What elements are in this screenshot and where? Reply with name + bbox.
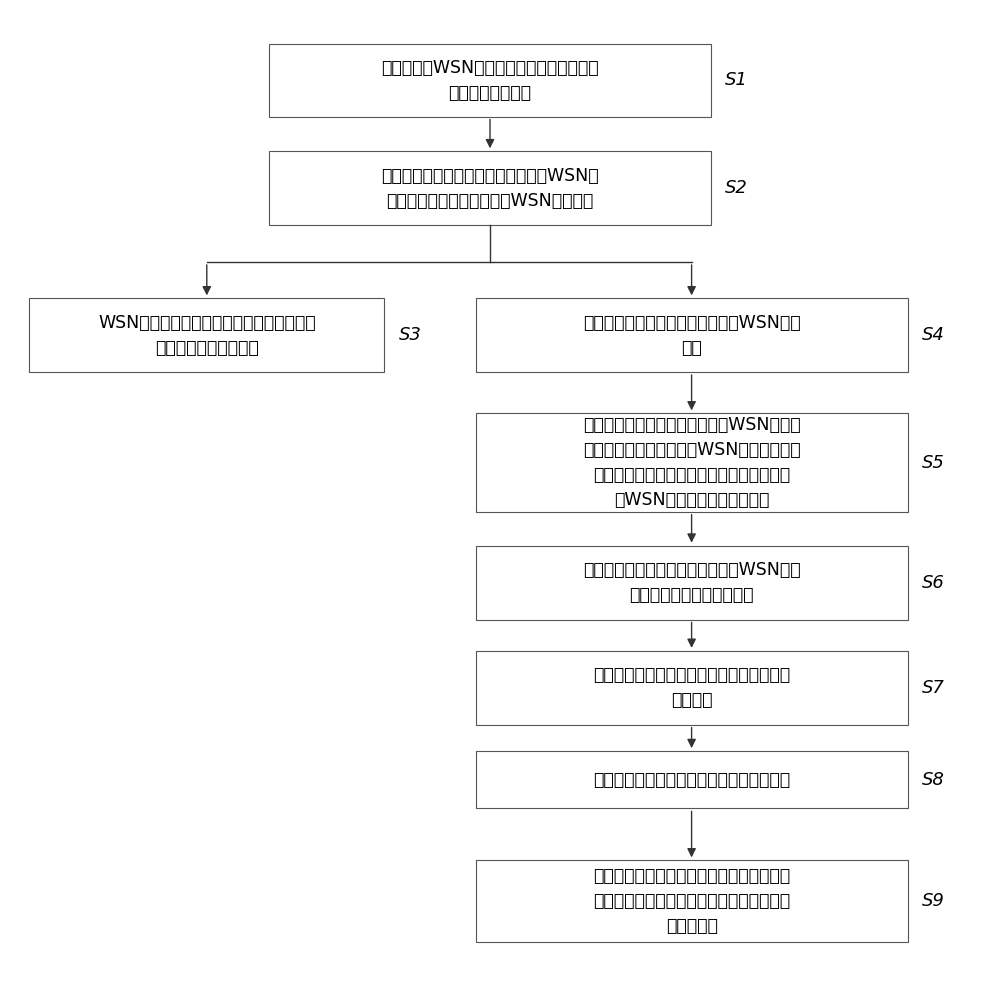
Text: S8: S8	[922, 771, 945, 789]
Bar	[476, 545, 908, 620]
Bar	[476, 860, 908, 943]
Text: 在便携式信息采集终端选取分区进行农事农
情的记录: 在便携式信息采集终端选取分区进行农事农 情的记录	[593, 666, 790, 709]
Text: S6: S6	[922, 574, 945, 592]
Text: S9: S9	[922, 893, 945, 910]
Bar	[476, 650, 908, 725]
Bar	[29, 298, 384, 372]
Text: S3: S3	[399, 327, 422, 344]
Bar	[476, 298, 908, 372]
Text: 根据便携式信息采集终端的位置在WSN节点
地图上对农田进行自由分区: 根据便携式信息采集终端的位置在WSN节点 地图上对农田进行自由分区	[583, 561, 800, 604]
Text: WSN环境信息采集节点定时采集农田环境的
信息，并上传至服务器: WSN环境信息采集节点定时采集农田环境的 信息，并上传至服务器	[98, 314, 316, 357]
Text: S5: S5	[922, 453, 945, 472]
Text: S2: S2	[725, 180, 748, 197]
Text: 便携式信息采集终端从服务器下载WSN节点
地图: 便携式信息采集终端从服务器下载WSN节点 地图	[583, 314, 800, 357]
Text: S7: S7	[922, 679, 945, 697]
Bar	[269, 44, 711, 117]
Text: S4: S4	[922, 327, 945, 344]
Bar	[476, 413, 908, 512]
Text: 服务器根据无线传感器网络中若干个WSN环
境信息采集节点的位置绘制WSN节点地图: 服务器根据无线传感器网络中若干个WSN环 境信息采集节点的位置绘制WSN节点地图	[381, 167, 599, 210]
Text: S1: S1	[725, 72, 748, 89]
Bar	[269, 151, 711, 225]
Text: 便携式信息采集终端将所采集的农事农情、
农田图像信息、计算后的定位及分区信息上
传至服务器: 便携式信息采集终端将所采集的农事农情、 农田图像信息、计算后的定位及分区信息上 …	[593, 867, 790, 935]
Text: 利用若干个WSN环境信息采集节点进行无线
传感器网络的布局: 利用若干个WSN环境信息采集节点进行无线 传感器网络的布局	[381, 59, 599, 102]
Bar	[476, 751, 908, 808]
Text: 利用便携式信息采集终端采集农田图像信息: 利用便携式信息采集终端采集农田图像信息	[593, 771, 790, 789]
Text: 便携式信息采集终端接收附近的WSN环境信
息采集节点的信号，通过WSN节点定位方法
确定其所在位置，并在便携式信息采集终端
的WSN节点地图中显示其位置: 便携式信息采集终端接收附近的WSN环境信 息采集节点的信号，通过WSN节点定位方…	[583, 416, 800, 509]
